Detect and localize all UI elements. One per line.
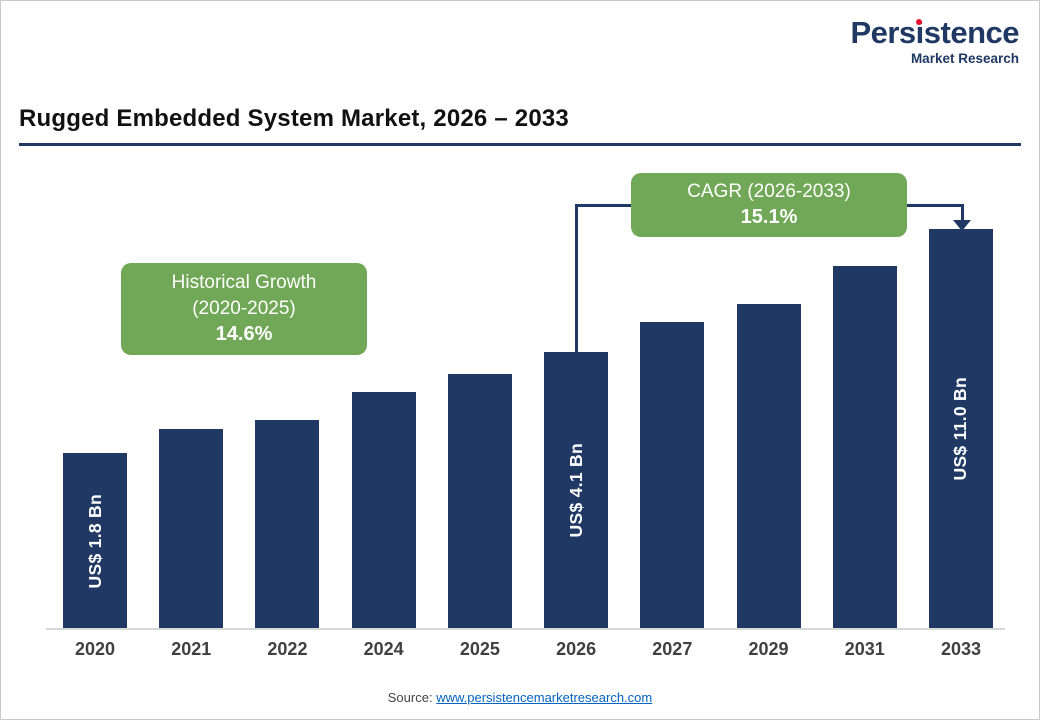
- title-bar: Rugged Embedded System Market, 2026 – 20…: [19, 105, 1021, 146]
- bar-2021: [159, 429, 224, 629]
- x-axis-label-2027: 2027: [652, 639, 693, 659]
- x-axis-label-2022: 2022: [267, 639, 308, 659]
- cagr-line1: CAGR (2026-2033): [687, 180, 851, 202]
- bar-2026: US$ 4.1 Bn: [544, 352, 609, 629]
- connector-line-2026: [575, 204, 578, 354]
- historical-growth-callout: Historical Growth (2020-2025) 14.6%: [121, 263, 367, 355]
- bar-value-label: US$ 4.1 Bn: [565, 443, 586, 538]
- cagr-callout: CAGR (2026-2033) 15.1%: [631, 173, 907, 237]
- connector-line-right: [904, 204, 964, 207]
- logo-red-dot-icon: [916, 19, 923, 25]
- x-axis-label-2020: 2020: [74, 639, 116, 659]
- x-axis-label-2026: 2026: [556, 639, 597, 659]
- bar-value-label: US$ 1.8 Bn: [84, 493, 105, 589]
- x-axis-label-2024: 2024: [363, 639, 404, 659]
- logo-tagline: Market Research: [910, 50, 1019, 66]
- logo-brand-label: Persistence: [850, 15, 1019, 50]
- logo-brand-text: Persistence: [850, 15, 1019, 50]
- source-prefix: Source:: [387, 690, 433, 705]
- bar-2027: [640, 322, 705, 629]
- bar-2031: [832, 266, 897, 629]
- connector-line-left: [575, 204, 633, 207]
- bar-2022: [255, 420, 320, 629]
- bar-2033: US$ 11.0 Bn: [928, 229, 993, 629]
- arrow-down-icon: [953, 220, 971, 231]
- bar-2029: [736, 304, 801, 629]
- source-line: Source: www.persistencemarketresearch.co…: [1, 690, 1039, 705]
- bar-value-label: US$ 11.0 Bn: [950, 377, 971, 481]
- cagr-value: 15.1%: [740, 206, 798, 229]
- chart-title: Rugged Embedded System Market, 2026 – 20…: [19, 105, 569, 132]
- plot-area: US$ 1.8 Bn US$ 4.1 Bn US$ 11.0 Bn: [63, 151, 993, 629]
- x-axis-labels: 2020 2021 2022 2024 2025 2026 2027 2029 2031 2033: [63, 639, 993, 660]
- x-axis-label-2025: 2025: [459, 639, 500, 659]
- x-axis-label-2031: 2031: [844, 639, 885, 659]
- bar-2020: US$ 1.8 Bn: [63, 453, 127, 629]
- connector-line-2033: [961, 204, 964, 222]
- historical-growth-line1: Historical Growth: [171, 271, 317, 293]
- source-link[interactable]: www.persistencemarketresearch.com: [436, 690, 653, 705]
- historical-growth-line2: (2020-2025): [192, 297, 296, 319]
- x-axis-label-2033: 2033: [940, 639, 981, 659]
- x-axis-label-2029: 2029: [748, 639, 789, 659]
- x-axis-label-2021: 2021: [171, 639, 212, 659]
- x-axis-line: [46, 628, 1005, 630]
- historical-growth-value: 14.6%: [215, 323, 273, 346]
- company-logo: Persistence Market Research: [850, 15, 1019, 66]
- bar-2024: [351, 392, 416, 629]
- bar-2025: [447, 374, 512, 629]
